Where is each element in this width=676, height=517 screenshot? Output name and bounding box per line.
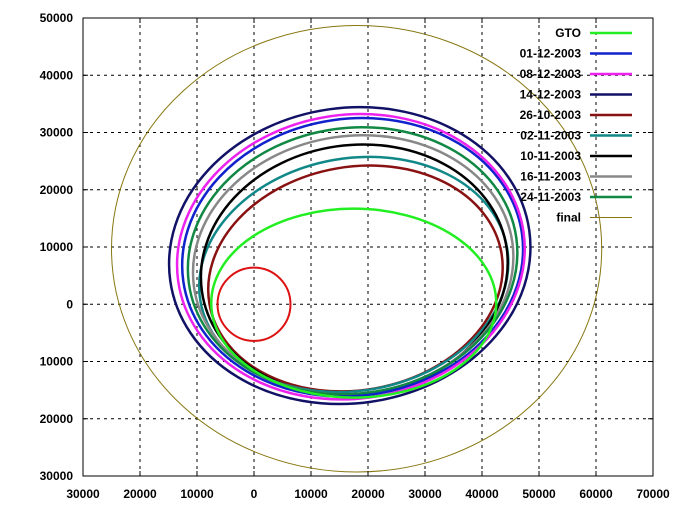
orbit-final	[111, 24, 603, 473]
orbit-gto	[210, 207, 498, 399]
legend-label: 14-12-2003	[520, 88, 582, 102]
y-tick-label: 50000	[40, 11, 74, 25]
legend-label: 26-10-2003	[520, 108, 582, 122]
y-tick-label: 40000	[40, 68, 74, 82]
x-tick-label: 0	[251, 487, 258, 501]
y-tick-label: 30000	[40, 126, 74, 140]
legend-label: final	[556, 211, 581, 225]
x-tick-label: 60000	[579, 487, 613, 501]
y-tick-label: 10000	[40, 355, 74, 369]
x-tick-label: 20000	[351, 487, 385, 501]
y-tick-label: 30000	[40, 469, 74, 483]
x-tick-label: 10000	[180, 487, 214, 501]
legend-label: 01-12-2003	[520, 47, 582, 61]
legend-label: 02-11-2003	[520, 129, 581, 143]
y-tick-label: 10000	[40, 240, 74, 254]
orbit-24-11-2003	[186, 125, 519, 396]
legend: GTO 01-12-2003 08-12-2003 14-12-2003 26-10-2…	[520, 26, 632, 225]
x-tick-label: 30000	[66, 487, 100, 501]
x-tick-label: 70000	[636, 487, 670, 501]
tick-labels: 30000 20000 10000 0 10000 20000 30000 40000 5000…	[40, 11, 670, 501]
x-tick-label: 10000	[294, 487, 328, 501]
earth-circle	[216, 266, 292, 342]
x-tick-label: 20000	[123, 487, 157, 501]
y-tick-label: 20000	[40, 412, 74, 426]
x-tick-label: 30000	[408, 487, 442, 501]
orbit-14-12-2003	[167, 105, 532, 406]
legend-label: 10-11-2003	[520, 149, 581, 163]
orbit-01-12-2003	[180, 116, 525, 398]
legend-label: GTO	[555, 26, 581, 40]
legend-label: 08-12-2003	[520, 67, 582, 81]
x-tick-label: 40000	[465, 487, 499, 501]
plot-area	[111, 24, 603, 473]
legend-label: 16-11-2003	[520, 170, 581, 184]
legend-label: 24-11-2003	[520, 190, 581, 204]
y-tick-label: 20000	[40, 183, 74, 197]
y-tick-label: 0	[66, 297, 73, 311]
x-tick-label: 50000	[522, 487, 556, 501]
